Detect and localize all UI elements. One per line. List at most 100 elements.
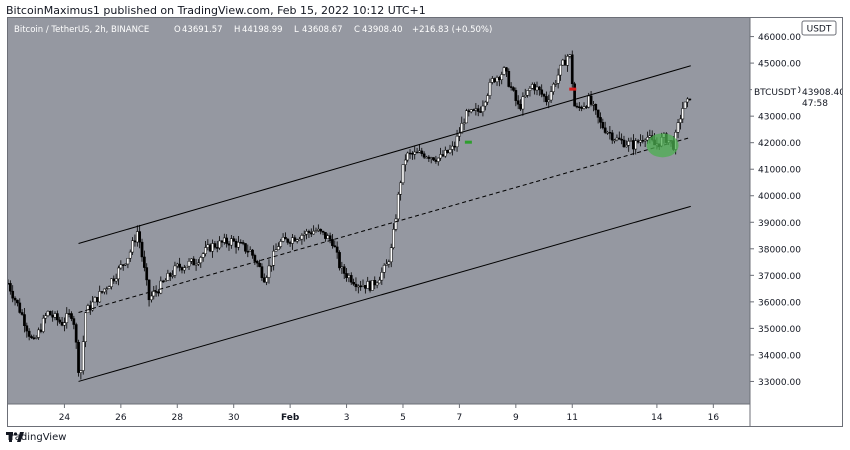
candle-body bbox=[573, 83, 576, 107]
candle-body bbox=[507, 70, 511, 87]
candle-body bbox=[613, 139, 616, 142]
candle-body bbox=[265, 277, 268, 283]
candle-body bbox=[375, 282, 379, 286]
ohlc-label: C bbox=[354, 25, 360, 35]
candle-body bbox=[556, 74, 560, 84]
ohlc-change: +216.83 (+0.50%) bbox=[412, 25, 492, 35]
candle-body bbox=[545, 96, 548, 103]
candle-body bbox=[434, 159, 438, 162]
candle-body bbox=[606, 132, 609, 134]
candle-body bbox=[218, 240, 221, 249]
candle-body bbox=[321, 230, 325, 233]
candle-body bbox=[439, 154, 442, 159]
time-axis[interactable] bbox=[8, 404, 750, 426]
candle-body bbox=[248, 249, 252, 252]
candle-body bbox=[138, 231, 142, 243]
candle-body bbox=[479, 111, 482, 113]
candle-body bbox=[493, 78, 497, 83]
candle-body bbox=[608, 132, 612, 134]
candle-body bbox=[194, 263, 198, 266]
candle-body bbox=[406, 152, 410, 161]
candle-body bbox=[190, 258, 193, 262]
candle-body bbox=[686, 98, 689, 103]
candle-body bbox=[161, 280, 165, 283]
candle-body bbox=[286, 238, 290, 243]
plot-area[interactable] bbox=[8, 18, 750, 404]
candle-body bbox=[446, 149, 450, 154]
candle-body bbox=[145, 267, 149, 281]
candle-body bbox=[392, 229, 395, 248]
candle-body bbox=[147, 279, 151, 301]
candle-body bbox=[260, 266, 264, 278]
candle-body bbox=[114, 278, 118, 282]
candle-body bbox=[20, 312, 24, 315]
x-tick-label: 16 bbox=[708, 413, 720, 423]
candle-body bbox=[512, 87, 515, 91]
candle-body bbox=[81, 341, 85, 371]
candle-body bbox=[502, 67, 506, 75]
publish-line: BitcoinMaximus1 published on TradingView… bbox=[6, 4, 426, 17]
currency-badge[interactable] bbox=[801, 20, 837, 36]
candle-body bbox=[291, 237, 294, 244]
candle-body bbox=[474, 108, 478, 111]
y-tick-label: 39000.00 bbox=[758, 219, 801, 229]
candle-body bbox=[16, 299, 19, 304]
candle-body bbox=[601, 122, 605, 129]
x-tick-label: 11 bbox=[567, 413, 578, 423]
candle-body bbox=[559, 64, 562, 76]
candle-body bbox=[79, 370, 83, 373]
candle-body bbox=[636, 140, 640, 143]
candle-body bbox=[180, 267, 184, 271]
candle-body bbox=[349, 275, 353, 283]
candle-body bbox=[119, 264, 123, 269]
candle-body bbox=[345, 273, 348, 279]
chart-container[interactable]: 46000.0045000.0044000.0043000.0042000.00… bbox=[7, 17, 843, 427]
candle-body bbox=[371, 280, 374, 291]
candle-body bbox=[23, 314, 26, 326]
candle-body bbox=[587, 95, 591, 108]
candle-body bbox=[467, 110, 471, 113]
candle-body bbox=[589, 95, 593, 105]
candle-body bbox=[164, 280, 167, 282]
candle-body bbox=[324, 232, 327, 239]
candle-body bbox=[498, 77, 501, 80]
candle-body bbox=[51, 314, 55, 318]
candle-body bbox=[34, 337, 38, 339]
candlestick-chart[interactable]: 46000.0045000.0044000.0043000.0042000.00… bbox=[8, 18, 842, 426]
channel-middle-line bbox=[78, 136, 691, 313]
candle-body bbox=[366, 281, 370, 289]
y-tick-label: 36000.00 bbox=[758, 298, 801, 308]
candle-body bbox=[262, 277, 266, 283]
candle-body bbox=[514, 90, 518, 101]
candle-body bbox=[429, 157, 433, 159]
candle-body bbox=[135, 231, 139, 243]
y-tick-label: 34000.00 bbox=[758, 351, 801, 361]
sell-marker bbox=[569, 87, 577, 91]
candle-body bbox=[13, 297, 17, 301]
candle-body bbox=[239, 242, 243, 244]
candle-body bbox=[295, 239, 299, 242]
candle-body bbox=[347, 275, 351, 279]
candle-body bbox=[495, 77, 499, 83]
candle-body bbox=[615, 137, 619, 141]
x-tick-label: 30 bbox=[228, 413, 240, 423]
candle-body bbox=[549, 91, 553, 101]
candle-body bbox=[178, 263, 181, 268]
candle-body bbox=[60, 321, 64, 326]
candle-body bbox=[629, 140, 633, 142]
candle-body bbox=[547, 99, 551, 103]
candle-body bbox=[9, 283, 12, 292]
candle-body bbox=[168, 273, 172, 277]
candle-body bbox=[140, 241, 144, 258]
candle-body bbox=[117, 267, 120, 280]
candle-body bbox=[150, 295, 153, 301]
candle-body bbox=[185, 265, 189, 268]
candle-body bbox=[530, 84, 534, 89]
ohlc-value: 43691.57 bbox=[182, 25, 223, 35]
support-highlight-circle bbox=[646, 133, 679, 158]
candle-body bbox=[27, 330, 31, 337]
candle-body bbox=[519, 104, 522, 110]
candle-body bbox=[314, 230, 318, 232]
candle-body bbox=[648, 135, 652, 138]
candle-body bbox=[462, 122, 466, 125]
